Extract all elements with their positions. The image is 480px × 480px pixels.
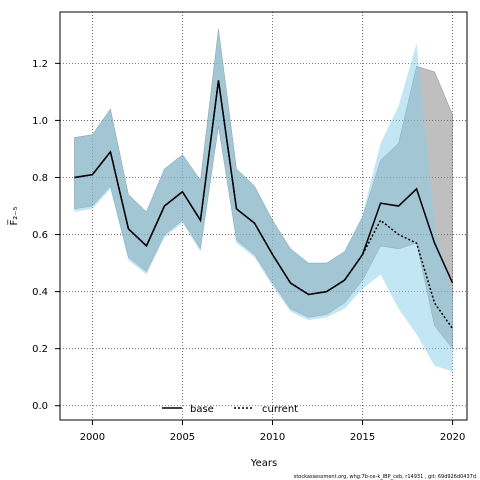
- y-tick-label: 0.2: [32, 344, 48, 355]
- y-axis: 0.0 0.2 0.4 0.6 0.8 1.0 1.2: [32, 59, 60, 412]
- y-tick-label: 0.0: [32, 401, 48, 412]
- x-tick-label: 2010: [260, 432, 285, 443]
- x-tick-label: 2020: [440, 432, 465, 443]
- y-tick-label: 1.0: [32, 116, 48, 127]
- y-tick-label: 0.4: [32, 287, 48, 298]
- series-lines: [74, 80, 454, 330]
- y-tick-label: 0.8: [32, 173, 48, 184]
- footnote: stockassessment.org, whg.7b-ce-k_IBP_ceb…: [294, 474, 476, 480]
- x-tick-label: 2015: [350, 432, 375, 443]
- legend-label-base: base: [190, 404, 214, 415]
- x-tick-label: 2005: [170, 432, 195, 443]
- y-tick-label: 0.6: [32, 230, 48, 241]
- x-tick-label: 2000: [80, 432, 105, 443]
- y-axis-title: F̅₂₋₅: [7, 206, 20, 225]
- plot-frame: [59, 11, 468, 421]
- legend: base current: [162, 404, 298, 415]
- confidence-bands: [74, 29, 453, 372]
- band-current: [74, 29, 453, 372]
- y-tick-label: 1.2: [32, 59, 48, 70]
- x-axis-title: Years: [250, 458, 277, 469]
- line-base: [74, 80, 454, 296]
- line-current: [74, 80, 454, 330]
- legend-label-current: current: [262, 404, 298, 415]
- x-axis: 2000 2005 2010 2015 2020: [80, 420, 465, 443]
